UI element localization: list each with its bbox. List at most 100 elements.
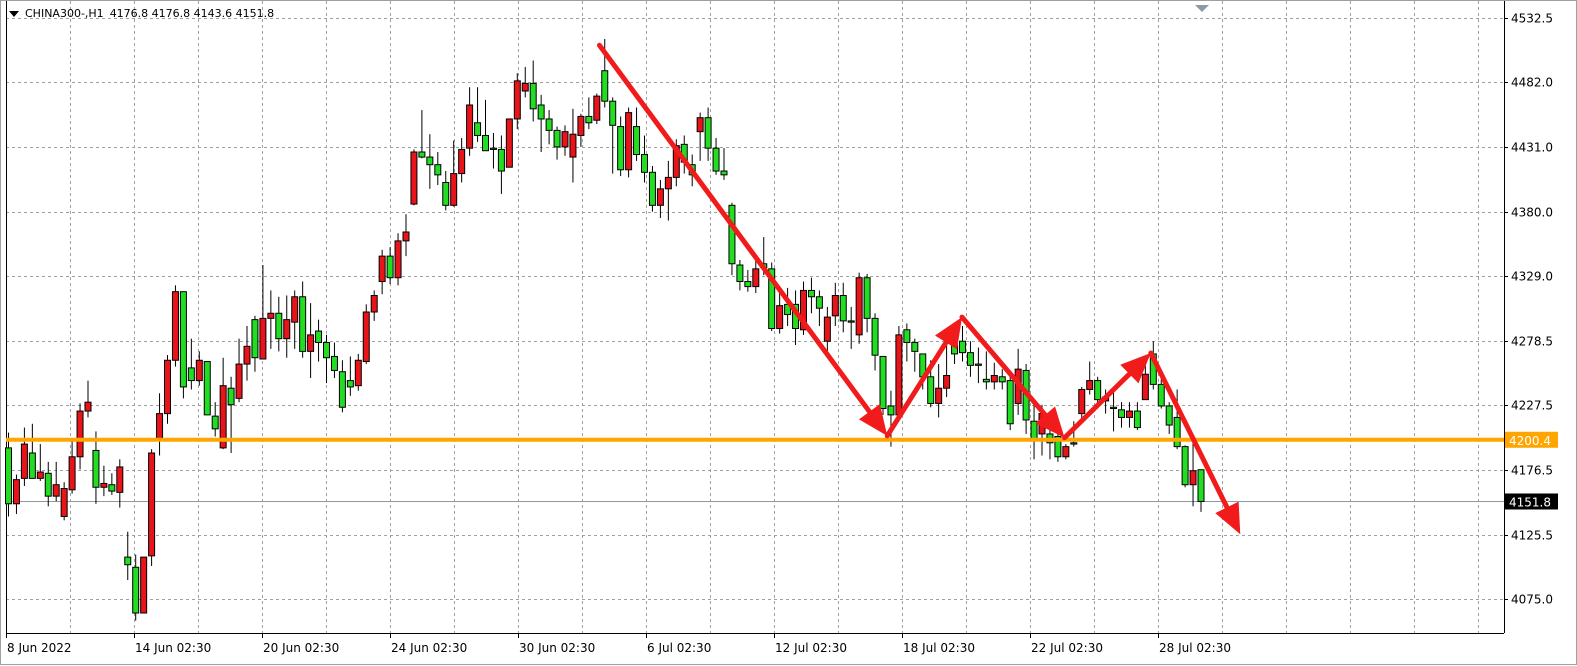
- candle: [966, 341, 974, 377]
- candle: [935, 364, 943, 418]
- candle: [60, 482, 68, 521]
- candle: [545, 110, 553, 145]
- bear-candle-body: [887, 405, 895, 416]
- bull-candle-body: [800, 289, 807, 331]
- candle: [402, 214, 410, 257]
- bull-candle-body: [1086, 380, 1094, 390]
- candle: [776, 290, 784, 334]
- candle: [1157, 379, 1165, 409]
- candle: [664, 160, 672, 221]
- candle: [251, 315, 259, 372]
- bear-candle-body: [227, 387, 235, 406]
- candle: [458, 138, 466, 183]
- trend-arrow-line: [1062, 371, 1132, 441]
- candle: [744, 270, 752, 292]
- candle: [593, 93, 601, 125]
- bull-candle-body: [370, 294, 378, 313]
- bull-candle-body: [1141, 373, 1149, 401]
- bear-candle-body: [537, 104, 545, 120]
- trend-arrow-line: [1148, 350, 1230, 510]
- bear-candle-body: [92, 449, 100, 488]
- bear-candle-body: [863, 277, 871, 319]
- bear-candle-body: [1070, 442, 1078, 445]
- candle: [863, 273, 871, 333]
- bear-candle-body: [5, 447, 12, 505]
- bear-candle-body: [720, 170, 728, 176]
- dropdown-triangle-icon[interactable]: [9, 10, 19, 17]
- bull-candle-body: [593, 95, 601, 121]
- bull-candle-body: [148, 452, 156, 557]
- bull-candle-body: [354, 359, 362, 387]
- candle: [474, 87, 482, 142]
- bear-candle-body: [974, 363, 982, 366]
- x-tick-label: 24 Jun 02:30: [391, 641, 467, 655]
- candle: [275, 296, 283, 352]
- bear-candle-body: [903, 329, 911, 343]
- candle: [1141, 364, 1149, 401]
- candle: [537, 94, 545, 152]
- candle: [418, 110, 426, 159]
- x-tick-label: 14 Jun 02:30: [135, 641, 211, 655]
- candle: [617, 116, 625, 177]
- x-tick-label: 6 Jul 02:30: [647, 641, 711, 655]
- candle: [267, 290, 275, 349]
- candle: [1181, 445, 1189, 488]
- arrowhead-icon: [1215, 501, 1241, 535]
- candle: [323, 334, 330, 384]
- y-tick-label: 4329.0: [1511, 270, 1553, 284]
- bull-candle-body: [12, 479, 20, 505]
- bear-candle-body: [815, 296, 823, 309]
- candle: [887, 390, 895, 447]
- bear-candle-body: [609, 100, 617, 126]
- bull-candle-body: [76, 410, 84, 458]
- candle: [879, 355, 887, 415]
- candle: [76, 403, 84, 470]
- candle: [442, 171, 450, 211]
- candle: [903, 323, 911, 362]
- candle: [823, 306, 831, 352]
- bull-candle-body: [935, 387, 943, 404]
- candle: [648, 165, 656, 212]
- bear-candle-body: [879, 355, 887, 410]
- bull-candle-body: [307, 334, 315, 352]
- candle: [378, 249, 386, 295]
- bear-candle-body: [1133, 410, 1141, 429]
- bull-candle-body: [1078, 388, 1086, 415]
- bull-candle-body: [831, 294, 839, 317]
- bull-candle-body: [402, 231, 410, 242]
- bear-candle-body: [982, 378, 990, 383]
- bull-candle-body: [362, 311, 370, 363]
- bear-candle-body: [871, 317, 879, 356]
- candle: [330, 342, 338, 379]
- bear-candle-body: [323, 341, 330, 359]
- bear-candle-body: [275, 312, 283, 340]
- bull-candle-body: [195, 359, 203, 382]
- candle: [203, 361, 211, 416]
- bear-candle-body: [251, 319, 259, 359]
- bull-candle-body: [116, 466, 124, 493]
- candle: [187, 338, 195, 390]
- arrowhead-icon: [859, 403, 888, 436]
- bear-candle-body: [704, 117, 712, 149]
- bull-candle-body: [521, 82, 529, 92]
- bear-candle-body: [497, 148, 505, 172]
- level-price-tag: 4200.4: [1509, 434, 1551, 448]
- candle: [20, 427, 28, 486]
- candle: [895, 325, 903, 418]
- candle: [1022, 364, 1030, 434]
- bear-candle-body: [418, 151, 426, 158]
- x-tick-label: 8 Jun 2022: [7, 641, 72, 655]
- y-tick-label: 4075.0: [1511, 593, 1553, 607]
- candle: [521, 66, 529, 98]
- bear-candle-body: [1118, 409, 1125, 418]
- candle: [1197, 469, 1205, 512]
- bull-candle-body: [823, 316, 831, 342]
- bear-candle-body: [434, 164, 442, 176]
- candle: [752, 259, 760, 293]
- bear-candle-body: [1173, 416, 1181, 448]
- y-tick-label: 4532.5: [1511, 12, 1553, 26]
- candle: [434, 151, 442, 186]
- candle: [974, 347, 982, 384]
- chart-header: CHINA300-,H1 4176.8 4176.8 4143.6 4151.8: [9, 7, 274, 20]
